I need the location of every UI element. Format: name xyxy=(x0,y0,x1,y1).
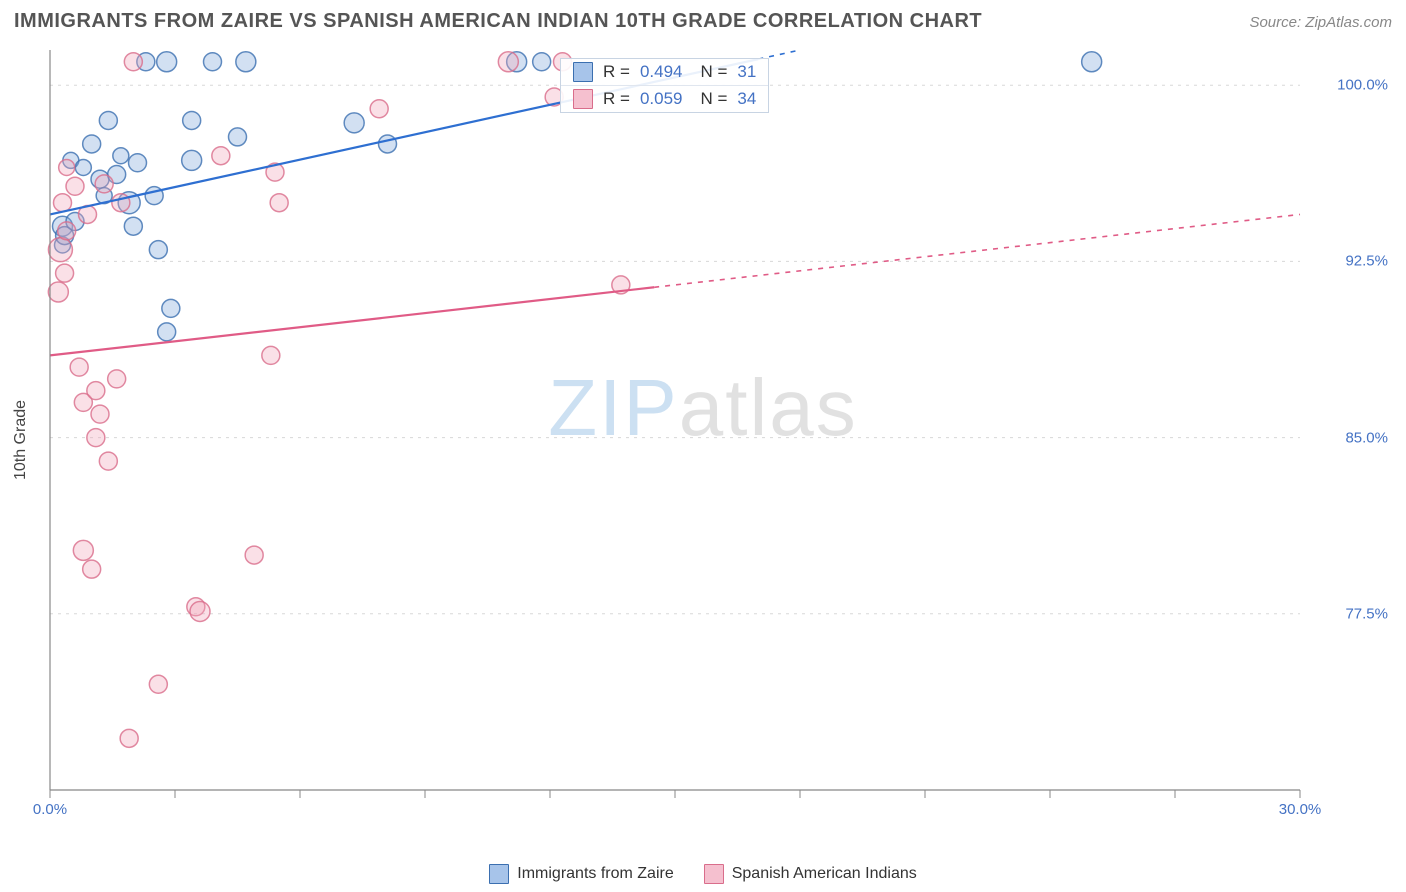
y-tick-label: 77.5% xyxy=(1345,605,1388,622)
scatter-plot xyxy=(0,40,1406,840)
chart-title: IMMIGRANTS FROM ZAIRE VS SPANISH AMERICA… xyxy=(14,10,982,33)
chart-area: 10th Grade ZIPatlas 100.0%92.5%85.0%77.5… xyxy=(0,40,1406,840)
y-tick-label: 100.0% xyxy=(1337,77,1388,94)
legend-swatch xyxy=(489,864,509,884)
x-tick-label: 0.0% xyxy=(33,801,67,818)
correlation-stats-box: R =0.494N =31R =0.059N =34 xyxy=(560,58,769,113)
y-tick-label: 85.0% xyxy=(1345,429,1388,446)
legend-swatch xyxy=(704,864,724,884)
source-credit: Source: ZipAtlas.com xyxy=(1249,14,1392,31)
stats-row: R =0.494N =31 xyxy=(561,59,768,86)
y-tick-label: 92.5% xyxy=(1345,253,1388,270)
legend-item: Spanish American Indians xyxy=(704,864,917,884)
stats-row: R =0.059N =34 xyxy=(561,86,768,112)
legend-item: Immigrants from Zaire xyxy=(489,864,673,884)
bottom-legend: Immigrants from Zaire Spanish American In… xyxy=(0,864,1406,884)
legend-label: Immigrants from Zaire xyxy=(517,865,673,883)
x-tick-label: 30.0% xyxy=(1279,801,1322,818)
legend-label: Spanish American Indians xyxy=(732,865,917,883)
